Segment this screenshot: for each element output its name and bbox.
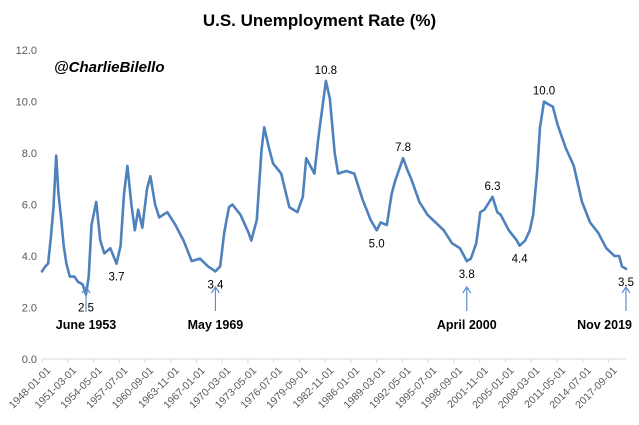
data-label: 3.7 (109, 272, 125, 284)
chart-title: U.S. Unemployment Rate (%) (203, 11, 436, 30)
data-label: 10.0 (533, 86, 555, 98)
y-tick-label: 6.0 (22, 200, 37, 212)
y-tick-label: 0.0 (22, 354, 37, 366)
y-tick-label: 8.0 (22, 148, 37, 160)
series-group (40, 79, 628, 296)
annotation-arrowhead (462, 285, 472, 294)
annotations-group: June 1953 May 1969 April 2000 Nov 2019 (56, 285, 632, 332)
watermark-handle: @CharlieBilello (54, 59, 165, 76)
data-label: 5.0 (369, 238, 385, 250)
annotation-arrowhead (210, 285, 220, 294)
annotation-label: April 2000 (437, 318, 497, 332)
x-axis: 1948-01-011951-03-011954-05-011957-07-01… (7, 358, 626, 411)
annotation-label: Nov 2019 (577, 318, 632, 332)
annotation-label: June 1953 (56, 318, 117, 332)
data-label: 4.4 (512, 254, 529, 266)
data-label: 10.8 (315, 65, 337, 77)
data-label: 3.4 (207, 279, 224, 291)
series-line (40, 79, 628, 296)
annotation-label: May 1969 (188, 318, 244, 332)
annotation-arrowhead (621, 285, 631, 294)
y-tick-label: 10.0 (16, 97, 37, 109)
y-axis: 0.0 2.0 4.0 6.0 8.0 10.0 12.0 (16, 45, 37, 366)
data-label: 3.5 (618, 277, 634, 289)
data-label: 3.8 (459, 269, 475, 281)
data-label: 6.3 (485, 181, 501, 193)
y-tick-label: 12.0 (16, 45, 37, 57)
data-label: 7.8 (395, 142, 411, 154)
annotation-arrowhead (81, 285, 91, 294)
y-tick-label: 2.0 (22, 303, 37, 315)
y-tick-label: 4.0 (22, 251, 37, 263)
data-labels-group: 2.53.73.410.85.07.83.86.34.410.03.5 (78, 65, 634, 315)
